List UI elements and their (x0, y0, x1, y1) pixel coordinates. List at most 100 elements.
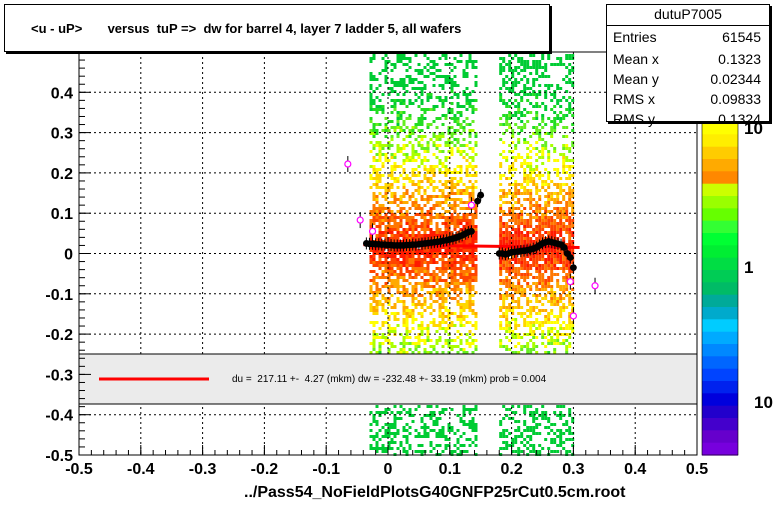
heat-cell (369, 213, 373, 216)
heat-cell (559, 207, 563, 210)
heat-cell (505, 414, 509, 417)
heat-cell (517, 447, 521, 450)
heat-cell (450, 147, 454, 150)
heat-cell (562, 333, 566, 336)
heat-cell (387, 261, 391, 264)
heat-cell (429, 261, 433, 264)
heat-cell (526, 183, 530, 186)
heat-cell (405, 63, 409, 66)
heat-cell (402, 54, 406, 57)
heat-cell (387, 120, 391, 123)
heat-cell (372, 297, 376, 300)
heat-cell (465, 276, 469, 279)
heat-cell (375, 303, 379, 306)
heat-cell (511, 174, 515, 177)
heat-cell (523, 138, 527, 141)
heat-cell (414, 204, 418, 207)
heat-cell (453, 297, 457, 300)
stats-value: 0.1324 (718, 111, 761, 127)
heat-cell (529, 177, 533, 180)
heat-cell (414, 234, 418, 237)
heat-cell (465, 93, 469, 96)
heat-cell (535, 60, 539, 63)
heat-cell (450, 153, 454, 156)
heat-cell (568, 192, 572, 195)
heat-cell (432, 321, 436, 324)
heat-cell (372, 258, 376, 261)
heat-cell (453, 339, 457, 342)
heat-cell (571, 195, 575, 198)
heat-cell (474, 213, 478, 216)
heat-cell (508, 444, 512, 447)
heat-cell (450, 450, 454, 453)
heat-cell (405, 294, 409, 297)
heat-cell (456, 252, 460, 255)
heat-cell (384, 189, 388, 192)
heat-cell (393, 177, 397, 180)
heat-cell (565, 348, 569, 351)
heat-cell (520, 306, 524, 309)
heat-cell (450, 198, 454, 201)
heat-cell (426, 150, 430, 153)
heat-cell (435, 216, 439, 219)
heat-cell (499, 222, 503, 225)
heat-cell (553, 198, 557, 201)
heat-cell (526, 426, 530, 429)
heat-cell (423, 261, 427, 264)
heat-cell (568, 300, 572, 303)
heat-cell (381, 444, 385, 447)
heat-cell (468, 129, 472, 132)
heat-cell (423, 303, 427, 306)
heat-cell (405, 156, 409, 159)
heat-cell (544, 222, 548, 225)
heat-cell (556, 183, 560, 186)
heat-cell (550, 288, 554, 291)
heat-cell (420, 180, 424, 183)
heat-cell (381, 105, 385, 108)
heat-cell (547, 282, 551, 285)
heat-cell (556, 123, 560, 126)
heat-cell (562, 225, 566, 228)
heat-cell (547, 321, 551, 324)
heat-cell (544, 417, 548, 420)
heat-cell (468, 300, 472, 303)
heat-cell (387, 297, 391, 300)
heat-cell (390, 171, 394, 174)
heat-cell (372, 168, 376, 171)
heat-cell (468, 195, 472, 198)
heat-cell (414, 123, 418, 126)
heat-cell (468, 192, 472, 195)
heat-cell (544, 216, 548, 219)
heat-cell (568, 336, 572, 339)
heat-cell (390, 195, 394, 198)
heat-cell (390, 240, 394, 243)
heat-cell (535, 210, 539, 213)
heat-cell (453, 117, 457, 120)
heat-cell (432, 60, 436, 63)
heat-cell (553, 273, 557, 276)
heat-cell (390, 306, 394, 309)
heat-cell (375, 300, 379, 303)
heat-cell (462, 216, 466, 219)
heat-cell (450, 348, 454, 351)
heat-cell (550, 309, 554, 312)
heat-cell (384, 285, 388, 288)
heat-cell (511, 264, 515, 267)
heat-cell (565, 81, 569, 84)
heat-cell (438, 288, 442, 291)
heat-cell (453, 219, 457, 222)
heat-cell (441, 288, 445, 291)
heat-cell (544, 411, 548, 414)
heat-cell (369, 444, 373, 447)
heat-cell (402, 144, 406, 147)
heat-cell (562, 339, 566, 342)
heat-cell (453, 114, 457, 117)
heat-cell (438, 69, 442, 72)
heat-cell (372, 417, 376, 420)
heat-cell (429, 213, 433, 216)
heat-cell (456, 279, 460, 282)
heat-cell (375, 144, 379, 147)
heat-cell (381, 153, 385, 156)
heat-cell (559, 111, 563, 114)
heat-cell (444, 435, 448, 438)
